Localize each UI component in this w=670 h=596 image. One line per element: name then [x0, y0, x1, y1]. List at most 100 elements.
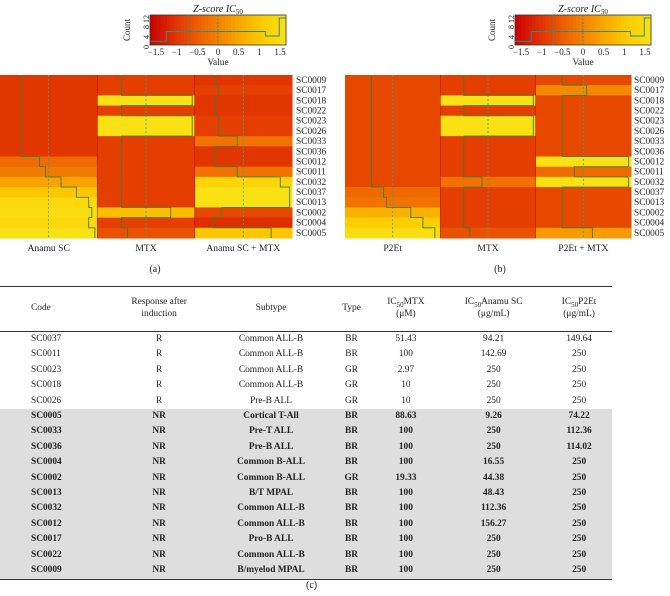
cell-ic50-mtx: 88.63	[395, 411, 417, 422]
cell-response: NR	[152, 488, 166, 499]
heatmap-cell	[194, 227, 293, 239]
colorbar-cell	[180, 15, 185, 45]
colorbar-cell	[269, 15, 273, 45]
colorbar-cell	[600, 15, 604, 45]
heatmap-cell	[97, 197, 196, 208]
colorbar-cell	[525, 15, 530, 45]
colorbar-cell	[228, 15, 233, 45]
legend-ytick: 12	[142, 15, 151, 23]
heatmap-cell	[535, 197, 632, 208]
heatmap-cell	[0, 217, 98, 229]
legend-ytick: 8	[507, 25, 516, 29]
row-label: SC0004	[634, 219, 665, 229]
heatmap-cell	[0, 156, 98, 168]
colorbar-cell	[579, 15, 584, 45]
cell-ic50-mtx: 100	[398, 426, 413, 437]
cell-code: SC0017	[31, 534, 62, 545]
colorbar-cell	[552, 15, 557, 45]
legend-ylabel: Count	[122, 19, 132, 42]
colorbar-cell	[167, 15, 171, 45]
heatmap-cell	[97, 115, 196, 127]
cell-response: NR	[152, 565, 166, 576]
legend-xtick: −0.5	[189, 47, 206, 57]
colorbar-cell	[634, 15, 638, 45]
colorbar-cell	[640, 15, 645, 45]
cell-ic50-anamu: 9.26	[485, 411, 502, 422]
heatmap-cell	[345, 156, 441, 168]
legend-xtick: 1	[257, 47, 262, 57]
colorbar-cell	[562, 15, 567, 45]
row-label: SC0022	[296, 107, 327, 117]
cell-response: NR	[152, 534, 166, 545]
colorbar-cell	[187, 15, 192, 45]
colorbar-cell	[630, 15, 635, 45]
colorbar-cell	[245, 15, 250, 45]
cell-ic50-mtx: 100	[398, 503, 413, 514]
colorbar-cell	[265, 15, 270, 45]
header-ic50-anamu: IC50Anamu SC (μg/mL)	[464, 296, 523, 320]
colorbar-cell	[153, 15, 158, 45]
row-label: SC0012	[296, 157, 327, 167]
table-row: SC0012 NR Common ALL-B BR 100 156.27 250	[0, 516, 612, 533]
cell-ic50-anamu: 250	[486, 534, 501, 545]
colorbar-cell	[214, 15, 219, 45]
cell-code: SC0037	[31, 334, 62, 344]
cell-subtype: Pro-B ALL	[248, 534, 294, 545]
colorbar-cell	[586, 15, 591, 45]
cell-code: SC0002	[31, 472, 62, 483]
cell-ic50-p2et: 250	[572, 349, 587, 360]
cell-subtype: B/T MPAL	[248, 488, 294, 499]
colorbar-cell	[589, 15, 594, 45]
heatmap-cell	[345, 105, 441, 117]
cell-subtype: Pre-T ALL	[248, 426, 294, 437]
panel-a-label: (a)	[149, 264, 160, 275]
row-label: SC0023	[634, 117, 665, 127]
cell-ic50-mtx: 100	[398, 349, 413, 360]
colorbar-cell	[528, 15, 533, 45]
cell-ic50-anamu: 250	[486, 441, 501, 452]
colorbar-cell	[279, 15, 284, 45]
cell-ic50-mtx: 100	[398, 549, 413, 560]
cell-ic50-p2et: 250	[572, 380, 587, 391]
cell-response: R	[156, 380, 163, 391]
heatmap-cell	[194, 176, 293, 188]
cell-response: NR	[152, 518, 166, 529]
header-response: Response after induction	[131, 297, 187, 319]
cell-response: NR	[152, 441, 166, 452]
table-row: SC0013 NR B/T MPAL BR 100 48.43 250	[0, 486, 612, 502]
cell-code: SC0012	[31, 518, 62, 529]
header-ic50-p2et: IC50P2Et (μg/mL)	[561, 296, 597, 320]
colorbar-cell	[515, 15, 519, 45]
cell-ic50-p2et: 74.22	[568, 411, 590, 422]
cell-response: NR	[152, 457, 166, 468]
colorbar-cell	[255, 15, 260, 45]
colorbar-cell	[156, 15, 161, 45]
cell-ic50-anamu: 112.36	[480, 503, 507, 514]
colorbar-cell	[201, 15, 205, 45]
cell-ic50-mtx: 100	[398, 457, 413, 468]
colorbar-cell	[235, 15, 239, 45]
cell-type: BR	[345, 349, 358, 360]
heatmap-cell	[97, 156, 196, 168]
cell-code: SC0026	[31, 395, 62, 406]
table-row: SC0022 NR Common ALL-B BR 100 250 250	[0, 547, 612, 564]
row-label: SC0013	[634, 198, 665, 208]
cell-ic50-p2et: 114.02	[566, 441, 592, 452]
heatmap-cell	[0, 85, 98, 96]
cell-type: BR	[345, 334, 358, 344]
cell-ic50-anamu: 250	[486, 426, 501, 437]
heatmap-cell	[194, 217, 293, 229]
colorbar-cell	[252, 15, 256, 45]
column-label: Anamu SC	[27, 243, 69, 254]
column-label: P2Et + MTX	[558, 243, 608, 254]
row-label: SC0011	[296, 168, 326, 178]
colorbar-cell	[177, 15, 182, 45]
table-row: SC0004 NR Common B-ALL BR 100 16.55 250	[0, 455, 612, 471]
row-label: SC0011	[634, 168, 664, 178]
row-label: SC0005	[296, 229, 327, 239]
row-label: SC0026	[296, 127, 327, 137]
cell-subtype: Common ALL-B	[238, 380, 304, 391]
colorbar-cell	[603, 15, 608, 45]
legend-xtick: 1	[622, 47, 627, 57]
heatmap-cell	[345, 227, 441, 239]
